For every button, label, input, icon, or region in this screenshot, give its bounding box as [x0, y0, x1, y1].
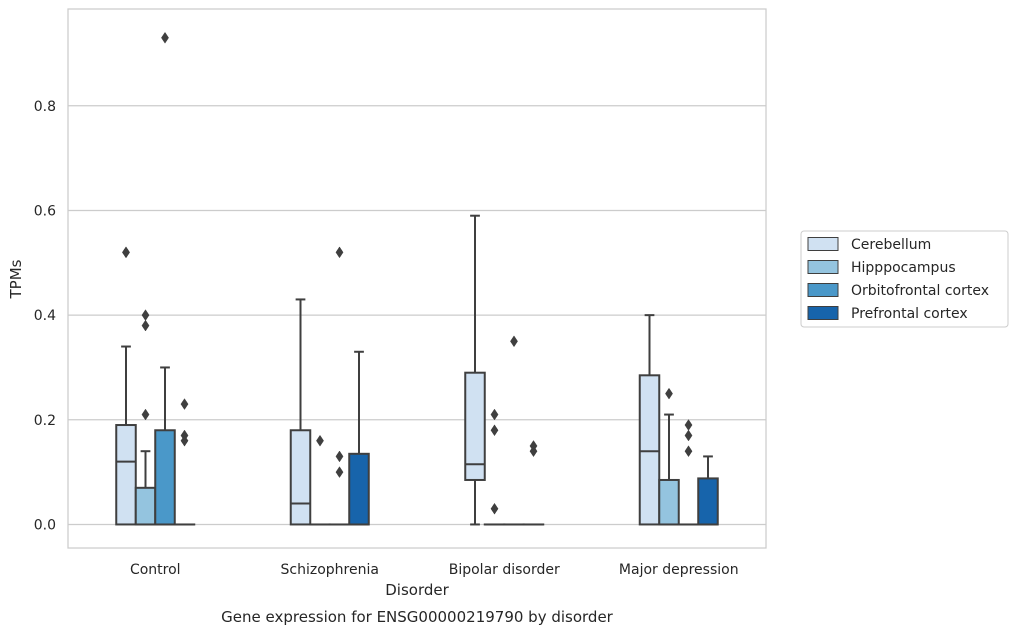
y-tick-label: 0.4 [34, 308, 56, 324]
outlier-point [180, 398, 189, 410]
y-tick-label: 0.0 [34, 517, 56, 533]
y-tick-label: 0.6 [34, 203, 56, 219]
outlier-point [490, 408, 499, 421]
outlier-point [490, 424, 499, 437]
outlier-point [335, 246, 344, 259]
box-group [328, 246, 351, 526]
outlier-point [510, 335, 518, 348]
x-axis-title: Disorder [385, 581, 449, 599]
box-iqr [134, 486, 157, 526]
figure-caption: Gene expression for ENSG00000219790 by d… [221, 608, 614, 626]
legend-swatch [807, 260, 839, 274]
outlier-point [490, 502, 499, 515]
legend-label: Cerebellum [851, 237, 931, 253]
box-iqr [638, 374, 661, 526]
x-tick-label: Bipolar disorder [449, 562, 560, 578]
x-axis-ticks: Control Schizophrenia Bipolar disorder Majo… [130, 562, 739, 578]
y-axis-title: TPMs [7, 259, 25, 299]
outlier-point [316, 434, 324, 447]
box-iqr [464, 371, 486, 481]
legend-swatch [807, 306, 839, 320]
legend-label: Hipppocampus [851, 260, 956, 276]
box-group [173, 398, 196, 526]
outlier-point [180, 429, 189, 442]
box-group [154, 31, 176, 526]
box-group [348, 350, 370, 526]
box-group [638, 314, 661, 526]
box-iqr [658, 478, 680, 526]
box-group [522, 440, 545, 526]
box-iqr [697, 477, 719, 526]
x-tick-label: Schizophrenia [281, 562, 379, 578]
outlier-point [335, 466, 344, 478]
box-iqr [154, 429, 176, 526]
legend-frame [800, 230, 1009, 328]
outlier-point [335, 450, 344, 463]
box-iqr [289, 429, 312, 526]
box-group [464, 214, 486, 526]
outlier-point [161, 31, 169, 44]
legend-swatch [807, 237, 839, 251]
box-marks [115, 31, 719, 526]
legend-label: Prefrontal cortex [851, 306, 968, 322]
y-axis-ticks: 0.0 0.2 0.4 0.6 0.8 [34, 99, 56, 534]
legend: Cerebellum Hipppocampus Orbitofrontal cort… [800, 230, 1009, 328]
box-iqr [115, 424, 137, 526]
outlier-point [665, 387, 673, 400]
outlier-point [122, 246, 130, 259]
y-tick-label: 0.8 [34, 99, 56, 115]
x-tick-label: Control [130, 562, 181, 578]
outlier-point [684, 445, 693, 458]
outlier-point [684, 419, 693, 431]
x-tick-label: Major depression [619, 562, 739, 578]
box-group [697, 455, 719, 526]
outlier-point [141, 309, 150, 321]
outlier-point [684, 429, 693, 442]
legend-swatch [807, 283, 839, 297]
box-group [289, 298, 312, 526]
outlier-point [141, 319, 150, 332]
legend-label: Orbitofrontal cortex [851, 283, 989, 299]
outlier-point [529, 440, 538, 452]
box-group [658, 387, 680, 526]
box-group [309, 434, 331, 526]
plot-frame [67, 8, 767, 549]
box-iqr [348, 452, 370, 526]
outlier-point [141, 408, 150, 421]
y-tick-label: 0.2 [34, 413, 56, 429]
box-group [115, 246, 137, 526]
